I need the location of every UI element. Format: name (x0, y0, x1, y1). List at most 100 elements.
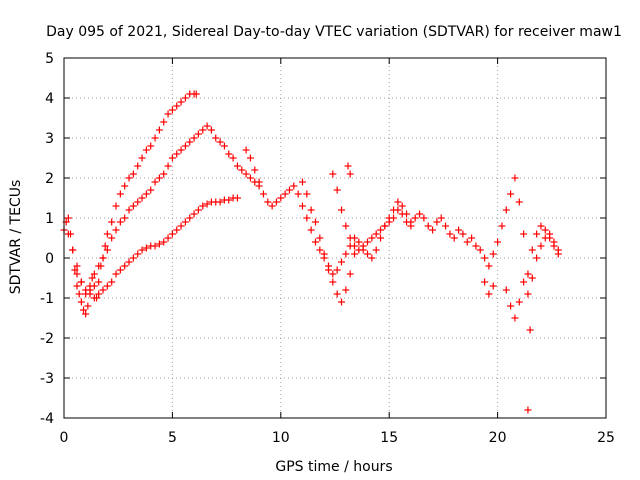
data-point (181, 142, 189, 150)
data-point (116, 266, 124, 274)
x-tick-label: 15 (380, 430, 398, 446)
data-point (333, 266, 341, 274)
data-point (177, 98, 185, 106)
chart-title: Day 095 of 2021, Sidereal Day-to-day VTE… (46, 24, 622, 40)
data-point (329, 270, 337, 278)
data-point (121, 262, 129, 270)
data-point (216, 138, 224, 146)
y-tick-label: 3 (45, 131, 54, 147)
data-point (355, 238, 363, 246)
data-point (468, 234, 476, 242)
data-point (259, 190, 267, 198)
data-point (77, 278, 85, 286)
data-point (73, 262, 81, 270)
data-point (281, 190, 289, 198)
data-point (160, 238, 168, 246)
data-point (194, 130, 202, 138)
data-point (229, 154, 237, 162)
data-point (177, 146, 185, 154)
data-point (103, 246, 111, 254)
data-point (108, 278, 116, 286)
data-point (155, 126, 163, 134)
data-point (533, 230, 541, 238)
data-point (403, 218, 411, 226)
data-point (411, 214, 419, 222)
data-point (192, 90, 200, 98)
data-point (160, 118, 168, 126)
data-point (481, 254, 489, 262)
data-point (125, 174, 133, 182)
data-point (103, 282, 111, 290)
data-point (155, 174, 163, 182)
data-point (173, 226, 181, 234)
data-point (364, 238, 372, 246)
data-point (95, 278, 103, 286)
data-point (476, 246, 484, 254)
data-point (342, 250, 350, 258)
data-point (524, 290, 532, 298)
data-point (82, 286, 90, 294)
data-point (450, 234, 458, 242)
data-point (199, 202, 207, 210)
x-tick-label: 20 (489, 430, 507, 446)
data-point (307, 226, 315, 234)
data-point (351, 250, 359, 258)
data-point (99, 254, 107, 262)
data-point (181, 218, 189, 226)
data-point (112, 202, 120, 210)
data-point (372, 230, 380, 238)
data-point (442, 222, 450, 230)
data-point (203, 200, 211, 208)
data-point (298, 178, 306, 186)
y-axis-label: SDTVAR / TECUs (8, 180, 24, 295)
data-point (433, 218, 441, 226)
data-point (207, 126, 215, 134)
data-point (364, 250, 372, 258)
data-point (90, 294, 98, 302)
data-point (112, 270, 120, 278)
data-point (125, 206, 133, 214)
data-point (455, 226, 463, 234)
data-point (368, 254, 376, 262)
data-point (463, 238, 471, 246)
data-point (324, 266, 332, 274)
data-point (64, 230, 72, 238)
data-point (329, 278, 337, 286)
data-point (233, 194, 241, 202)
data-point (155, 240, 163, 248)
data-point (116, 190, 124, 198)
data-point (507, 302, 515, 310)
data-point (316, 234, 324, 242)
x-tick-label: 0 (60, 430, 69, 446)
data-point (168, 154, 176, 162)
data-point (338, 258, 346, 266)
data-point (190, 134, 198, 142)
data-point (73, 282, 81, 290)
y-tick-label: -1 (40, 291, 54, 307)
data-point (437, 214, 445, 222)
data-point (298, 202, 306, 210)
data-point (242, 170, 250, 178)
data-point (472, 242, 480, 250)
data-point (394, 198, 402, 206)
data-point (164, 234, 172, 242)
data-point (220, 142, 228, 150)
data-point (446, 230, 454, 238)
data-point (290, 182, 298, 190)
data-point (73, 270, 81, 278)
x-tick-label: 10 (272, 430, 290, 446)
data-point (344, 162, 352, 170)
data-point (151, 242, 159, 250)
data-point (533, 254, 541, 262)
data-point (303, 190, 311, 198)
x-axis-label: GPS time / hours (275, 459, 392, 475)
grid (64, 58, 606, 418)
data-point (459, 230, 467, 238)
data-point (138, 154, 146, 162)
data-point (481, 278, 489, 286)
y-tick-label: -2 (40, 331, 54, 347)
y-tick-label: 0 (45, 251, 54, 267)
data-point (311, 238, 319, 246)
data-point (151, 134, 159, 142)
